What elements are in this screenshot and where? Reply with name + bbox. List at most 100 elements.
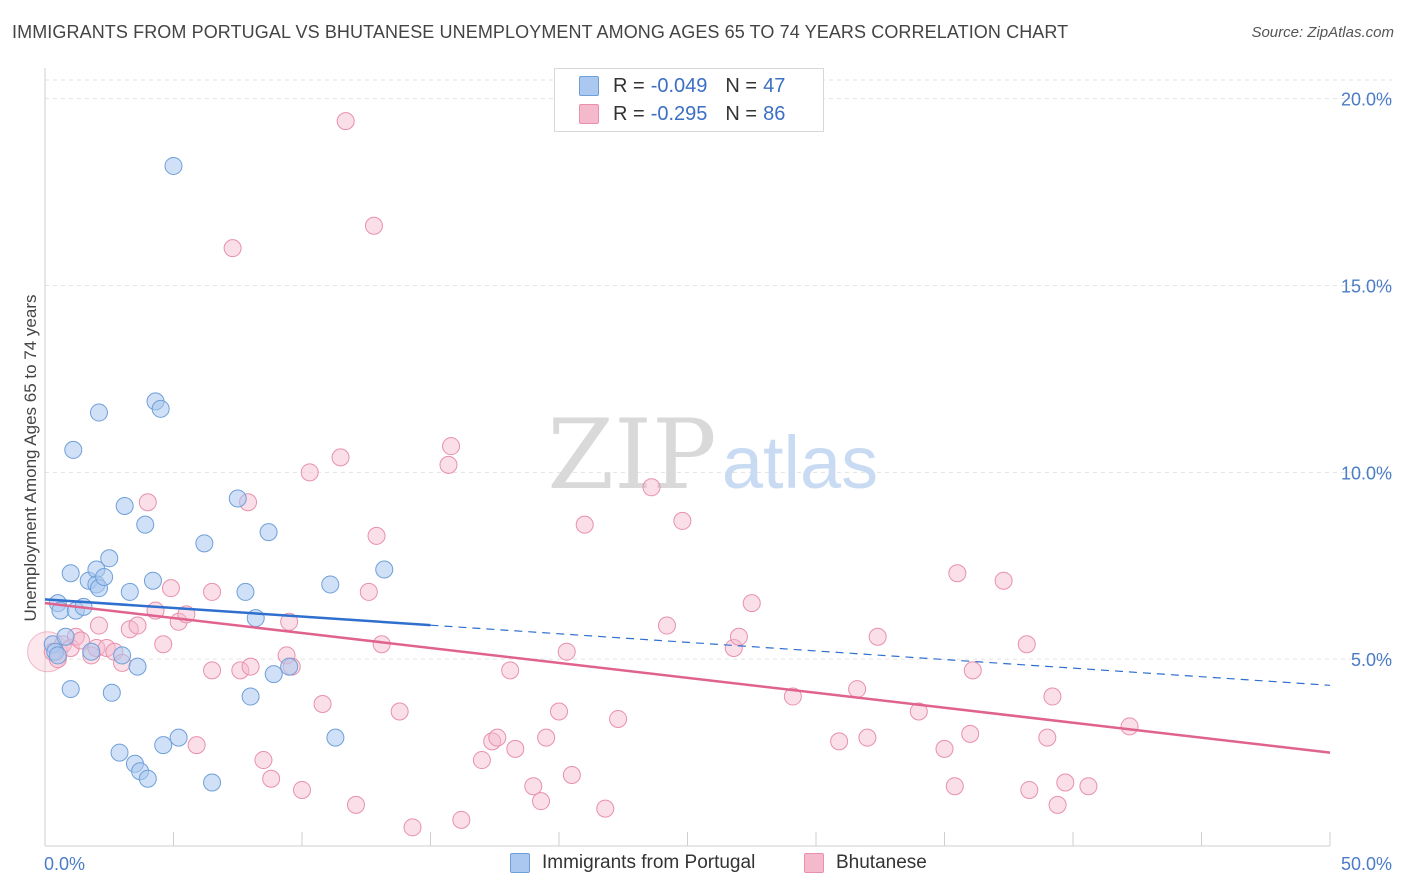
legend-r-value: -0.049: [650, 74, 708, 97]
data-point-bhutanese: [187, 736, 206, 755]
data-point-bhutanese: [203, 661, 222, 680]
grid-lines: [45, 79, 1392, 660]
y-tick-label: 10.0%: [1341, 463, 1392, 483]
data-point-bhutanese: [364, 216, 383, 235]
data-point-portugal: [154, 736, 173, 755]
data-point-bhutanese: [783, 687, 802, 706]
data-point-bhutanese: [742, 594, 761, 613]
data-point-bhutanese: [506, 739, 525, 758]
data-point-portugal: [195, 534, 214, 553]
data-point-portugal: [326, 728, 345, 747]
data-point-portugal: [264, 665, 283, 684]
legend-row-bhutanese: R = -0.295 N = 86: [579, 101, 785, 127]
data-point-portugal: [128, 657, 147, 676]
data-point-portugal: [280, 657, 299, 676]
legend-r-value: -0.295: [650, 102, 708, 125]
data-point-bhutanese: [1056, 773, 1075, 792]
legend-n-value: 47: [763, 74, 786, 97]
data-point-bhutanese: [262, 769, 281, 788]
data-point-portugal: [115, 496, 134, 515]
data-point-bhutanese: [390, 702, 409, 721]
data-point-bhutanese: [642, 478, 661, 497]
legend-swatch-portugal: [579, 76, 599, 96]
trend-line-portugal: [44, 598, 431, 627]
data-point-portugal: [120, 582, 139, 601]
legend-swatch-portugal: [510, 853, 530, 873]
legend-n-label: N =: [725, 102, 758, 125]
data-point-portugal: [236, 582, 255, 601]
data-point-bhutanese: [596, 799, 615, 818]
data-point-bhutanese: [830, 732, 849, 751]
data-point-bhutanese: [848, 680, 867, 699]
chart-title: IMMIGRANTS FROM PORTUGAL VS BHUTANESE UN…: [12, 22, 1069, 42]
data-point-bhutanese: [231, 661, 250, 680]
data-point-bhutanese: [138, 493, 157, 512]
data-point-portugal: [56, 627, 75, 646]
data-point-bhutanese: [909, 702, 928, 721]
data-point-bhutanese: [472, 751, 491, 770]
data-point-portugal: [64, 440, 83, 459]
data-point-bhutanese: [562, 766, 581, 785]
data-point-bhutanese: [868, 627, 887, 646]
data-point-portugal: [375, 560, 394, 579]
axes: [44, 68, 1331, 847]
data-point-bhutanese: [575, 515, 594, 534]
data-point-bhutanese: [963, 661, 982, 680]
data-point-portugal: [48, 646, 67, 665]
data-point-bhutanese: [254, 751, 273, 770]
legend-label-portugal: Immigrants from Portugal: [542, 852, 756, 873]
y-tick-label: 20.0%: [1341, 90, 1392, 110]
data-point-bhutanese: [1020, 780, 1039, 799]
data-point-portugal: [113, 646, 132, 665]
series-portugal-points: [43, 156, 394, 792]
data-point-bhutanese: [313, 695, 332, 714]
data-point-bhutanese: [439, 455, 458, 474]
data-point-bhutanese: [1079, 777, 1098, 796]
data-point-bhutanese: [1048, 795, 1067, 814]
data-point-bhutanese: [657, 616, 676, 635]
data-point-bhutanese: [293, 780, 311, 799]
trend-line-portugal-extension: [430, 624, 1331, 686]
data-point-bhutanese: [550, 702, 568, 721]
data-point-bhutanese: [961, 724, 980, 743]
data-point-portugal: [203, 773, 222, 792]
data-point-portugal: [151, 399, 170, 418]
data-point-bhutanese: [300, 463, 319, 482]
data-point-bhutanese: [609, 709, 628, 728]
x-tick-label: 50.0%: [1341, 854, 1392, 874]
data-point-bhutanese: [203, 582, 222, 601]
legend-r-label: R =: [613, 74, 645, 97]
source-label: Source: ZipAtlas.com: [1251, 24, 1394, 41]
data-point-bhutanese: [331, 448, 350, 467]
data-point-bhutanese: [336, 112, 355, 131]
data-point-bhutanese: [359, 582, 378, 601]
data-point-portugal: [138, 769, 157, 788]
data-point-bhutanese: [858, 728, 877, 747]
data-point-bhutanese: [346, 795, 365, 814]
legend-row-portugal: R = -0.049 N = 47: [579, 73, 785, 99]
data-point-bhutanese: [89, 616, 108, 635]
tick-labels: 5.0% 10.0% 15.0% 20.0% 0.0% 50.0%: [44, 90, 1392, 874]
data-point-portugal: [102, 683, 121, 702]
data-point-bhutanese: [537, 728, 556, 747]
x-tick-label: 0.0%: [44, 854, 85, 874]
data-point-bhutanese: [241, 657, 260, 676]
legend-r-label: R =: [613, 102, 645, 125]
legend-item-portugal: Immigrants from Portugal: [510, 852, 755, 874]
data-point-bhutanese: [488, 728, 507, 747]
data-point-bhutanese: [154, 635, 173, 654]
data-point-portugal: [321, 575, 340, 594]
data-point-bhutanese: [935, 739, 954, 758]
data-point-portugal: [89, 403, 108, 422]
data-point-bhutanese: [524, 777, 543, 796]
watermark: ZIP atlas: [547, 399, 878, 511]
data-point-bhutanese: [223, 239, 242, 258]
data-point-portugal: [95, 567, 114, 586]
data-point-bhutanese: [128, 616, 147, 635]
data-point-bhutanese: [948, 564, 967, 583]
legend-label-bhutanese: Bhutanese: [836, 852, 927, 873]
data-point-bhutanese: [724, 638, 743, 657]
y-axis-label: Unemployment Among Ages 65 to 74 years: [21, 295, 40, 622]
data-point-portugal: [241, 687, 260, 706]
